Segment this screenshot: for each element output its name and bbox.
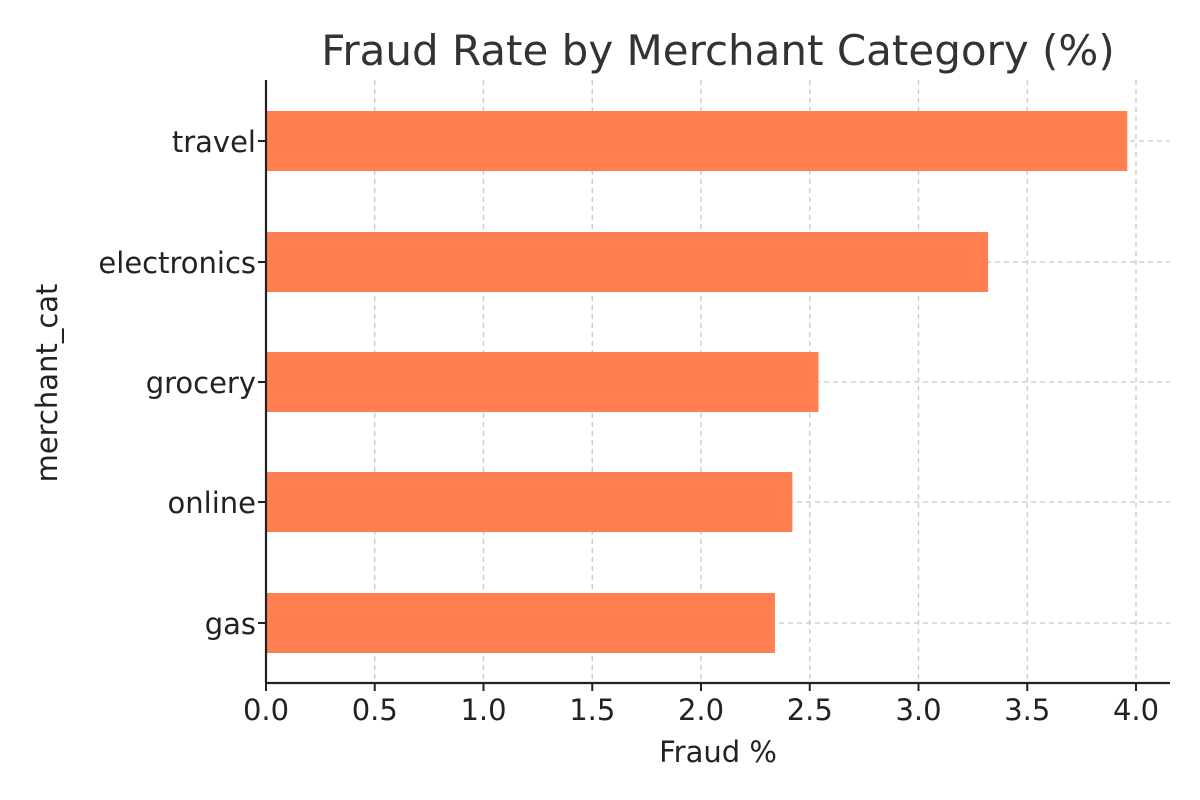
bar-gas: [266, 593, 775, 653]
bar-electronics: [266, 232, 989, 292]
x-tick-label: 2.0: [678, 693, 724, 727]
axes: [258, 80, 1170, 691]
x-tick-label: 1.0: [460, 693, 506, 727]
x-tick-label: 0.0: [243, 693, 289, 727]
chart-title: Fraud Rate by Merchant Category (%): [321, 26, 1114, 75]
x-tick-label: 0.5: [352, 693, 398, 727]
x-tick-label: 2.5: [787, 693, 833, 727]
x-tick-label: 3.0: [895, 693, 941, 727]
bar-online: [266, 472, 793, 532]
y-tick-label-online: online: [168, 486, 256, 520]
y-tick-label-gas: gas: [205, 607, 256, 641]
y-tick-label-grocery: grocery: [146, 366, 256, 400]
x-axis-label: Fraud %: [659, 735, 777, 769]
y-tick-label-travel: travel: [172, 125, 256, 159]
bar-grocery: [266, 352, 819, 412]
bars: [266, 111, 1128, 653]
x-tick-label: 4.0: [1113, 693, 1159, 727]
bar-travel: [266, 111, 1128, 171]
x-tick-label: 3.5: [1004, 693, 1050, 727]
x-tick-label: 1.5: [569, 693, 615, 727]
y-tick-label-electronics: electronics: [98, 246, 256, 280]
y-axis-label: merchant_cat: [30, 284, 64, 483]
tick-labels: 0.0 0.5 1.0 1.5 2.0 2.5 3.0 3.5 4.0 travel electro…: [98, 125, 1159, 727]
